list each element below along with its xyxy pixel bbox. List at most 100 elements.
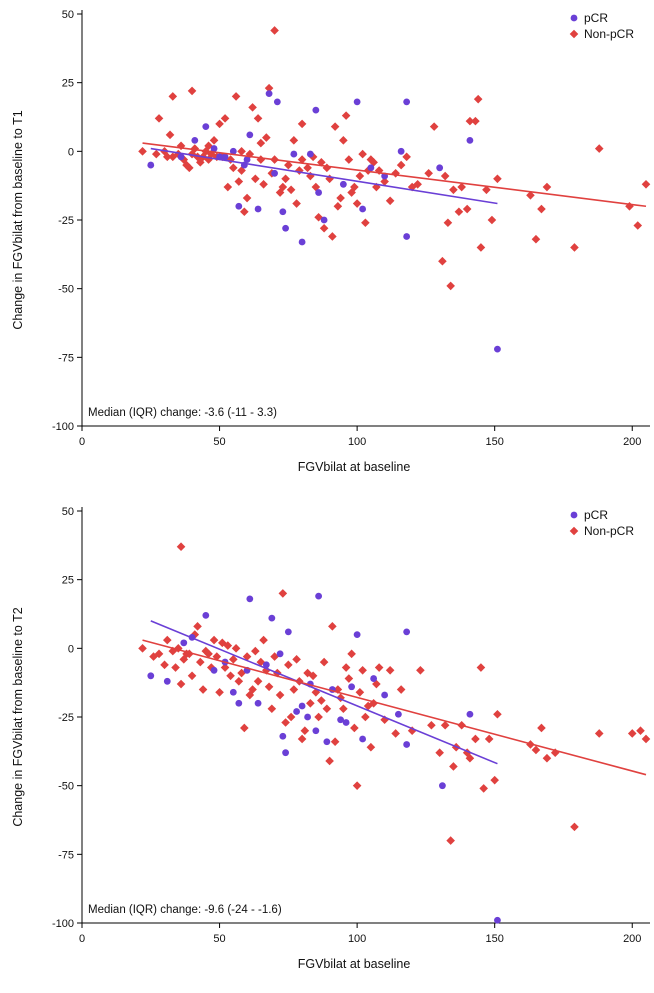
data-point-non-pcr xyxy=(396,685,406,694)
data-point-pcr xyxy=(290,150,298,158)
data-point-non-pcr xyxy=(424,169,433,178)
data-point-non-pcr xyxy=(493,174,502,184)
y-tick-label: -25 xyxy=(58,712,74,724)
data-point-non-pcr xyxy=(317,696,326,705)
data-point-non-pcr xyxy=(262,666,271,675)
data-point-non-pcr xyxy=(457,182,466,192)
data-point-non-pcr xyxy=(223,182,233,192)
data-point-pcr xyxy=(265,90,273,98)
data-point-pcr xyxy=(271,169,278,177)
data-point-non-pcr xyxy=(204,141,213,151)
data-point-non-pcr xyxy=(352,199,362,208)
data-point-non-pcr xyxy=(311,182,321,192)
data-point-non-pcr xyxy=(627,729,637,738)
data-point-non-pcr xyxy=(275,690,285,700)
data-point-pcr xyxy=(243,156,251,163)
data-point-non-pcr xyxy=(297,155,307,164)
data-point-non-pcr xyxy=(215,687,224,697)
scatter-chart-t2: -100 -75 -50 -25 0 25 50 0 50 100 150 200 FGVbilat a… xyxy=(11,506,651,971)
data-point-non-pcr xyxy=(209,136,219,145)
data-point-non-pcr xyxy=(594,729,604,738)
data-point-pcr xyxy=(254,205,262,213)
data-point-non-pcr xyxy=(160,660,169,670)
data-point-non-pcr xyxy=(278,589,288,598)
data-point-non-pcr xyxy=(215,119,224,129)
chart-panel-t2: -100 -75 -50 -25 0 25 50 0 50 100 150 200 FGVbilat a… xyxy=(0,497,654,993)
data-point-non-pcr xyxy=(380,715,389,725)
data-point-non-pcr xyxy=(570,243,579,252)
data-point-pcr xyxy=(359,205,367,213)
y-tick-label: -50 xyxy=(58,284,74,296)
data-point-non-pcr xyxy=(207,149,216,159)
median-iqr-annotation: Median (IQR) change: -3.6 (-11 - 3.3) xyxy=(88,407,277,419)
y-axis-title: Change in FGVbilat from baseline to T2 xyxy=(11,607,25,826)
data-point-pcr xyxy=(235,699,243,707)
data-point-non-pcr xyxy=(471,116,480,126)
data-point-pcr xyxy=(282,224,289,232)
data-point-pcr xyxy=(147,672,155,680)
data-point-non-pcr xyxy=(350,723,359,733)
x-axis-title: FGVbilat at baseline xyxy=(298,957,411,971)
data-point-non-pcr xyxy=(526,190,535,200)
data-point-non-pcr xyxy=(402,152,411,162)
data-point-non-pcr xyxy=(242,193,252,203)
data-point-pcr xyxy=(235,202,243,210)
data-point-non-pcr xyxy=(229,655,238,664)
data-point-pcr xyxy=(262,661,270,669)
data-point-non-pcr xyxy=(429,122,439,131)
data-point-non-pcr xyxy=(284,660,293,670)
data-point-non-pcr xyxy=(297,119,307,129)
data-point-non-pcr xyxy=(446,836,455,845)
data-point-non-pcr xyxy=(407,726,417,736)
y-tick-label: -25 xyxy=(58,215,74,227)
data-point-non-pcr xyxy=(633,221,643,230)
data-point-non-pcr xyxy=(295,166,304,175)
data-point-pcr xyxy=(191,136,199,144)
legend-marker-pcr xyxy=(570,511,578,519)
data-point-pcr xyxy=(353,98,361,106)
data-point-non-pcr xyxy=(237,147,246,156)
data-point-non-pcr xyxy=(372,679,381,689)
trend-line-pcr xyxy=(150,147,498,205)
data-point-non-pcr xyxy=(416,666,425,675)
data-point-pcr xyxy=(254,699,262,707)
data-point-non-pcr xyxy=(341,663,351,672)
data-point-non-pcr xyxy=(193,152,202,162)
data-point-non-pcr xyxy=(479,784,488,793)
data-point-non-pcr xyxy=(446,281,455,291)
data-point-non-pcr xyxy=(264,83,274,93)
data-point-non-pcr xyxy=(374,663,384,672)
data-point-non-pcr xyxy=(314,712,323,722)
data-point-pcr xyxy=(268,614,276,622)
data-point-non-pcr xyxy=(440,171,450,181)
legend-label: pCR xyxy=(584,508,608,522)
y-tick-label: -75 xyxy=(58,849,74,861)
data-point-non-pcr xyxy=(237,668,246,678)
data-point-non-pcr xyxy=(151,149,161,159)
data-point-pcr xyxy=(320,216,328,224)
data-point-pcr xyxy=(304,713,311,721)
x-tick-label: 150 xyxy=(486,933,504,945)
data-point-non-pcr xyxy=(385,196,395,206)
data-point-non-pcr xyxy=(330,122,340,131)
data-point-non-pcr xyxy=(209,635,219,645)
data-point-pcr xyxy=(397,147,405,155)
data-point-pcr xyxy=(177,153,185,161)
data-point-pcr xyxy=(494,345,501,353)
data-point-non-pcr xyxy=(369,158,378,167)
data-point-pcr xyxy=(370,675,378,682)
data-point-non-pcr xyxy=(306,698,315,708)
data-point-pcr xyxy=(315,189,323,196)
data-point-pcr xyxy=(276,650,284,658)
data-point-non-pcr xyxy=(344,155,354,164)
data-point-non-pcr xyxy=(462,204,472,214)
data-point-pcr xyxy=(312,727,320,735)
data-point-non-pcr xyxy=(162,152,172,162)
data-point-non-pcr xyxy=(391,169,400,178)
data-point-non-pcr xyxy=(339,704,348,714)
data-point-non-pcr xyxy=(256,155,266,164)
scatter-chart-t1: -100 -75 -50 -25 0 25 50 0 50 100 150 200 FGVbilat a… xyxy=(11,9,651,474)
data-point-non-pcr xyxy=(226,671,235,681)
data-point-non-pcr xyxy=(413,179,422,189)
data-point-non-pcr xyxy=(487,215,497,225)
